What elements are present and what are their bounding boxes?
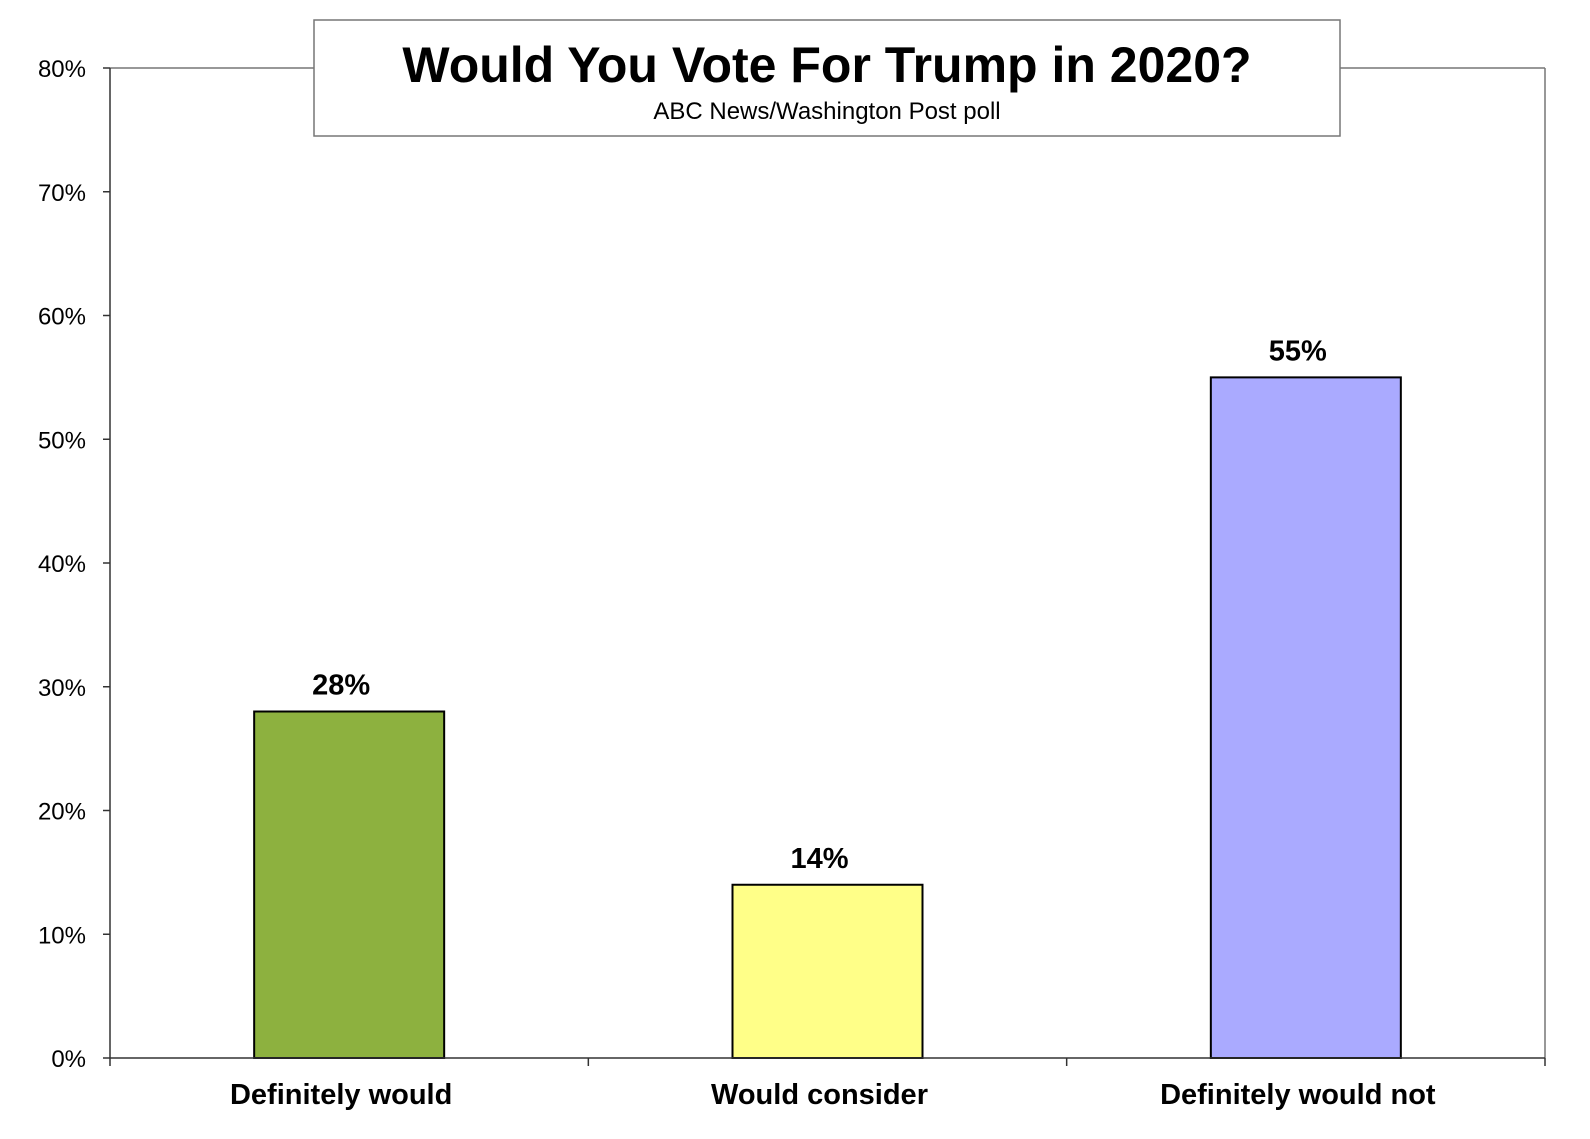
y-tick-label: 0% <box>51 1046 86 1073</box>
bar-would-consider <box>731 883 924 1059</box>
title-box-border <box>313 19 1341 137</box>
y-tick-label: 60% <box>38 304 86 331</box>
data-label: 55% <box>1269 335 1327 367</box>
data-label: 14% <box>790 843 848 875</box>
y-tick-label: 20% <box>38 799 86 826</box>
y-tick-label: 10% <box>38 922 86 949</box>
y-tick-label: 50% <box>38 427 86 454</box>
x-category-label: Definitely would not <box>1160 1079 1436 1111</box>
chart-title: Would You Vote For Trump in 2020? <box>402 37 1251 93</box>
y-tick-label: 30% <box>38 675 86 702</box>
bar-definitely-would-not <box>1209 376 1402 1059</box>
title-box: Would You Vote For Trump in 2020? ABC Ne… <box>313 19 1341 137</box>
x-category-label: Would consider <box>711 1079 928 1111</box>
y-tick-label: 40% <box>38 551 86 578</box>
x-category-label: Definitely would <box>230 1079 452 1111</box>
data-label: 28% <box>312 670 370 702</box>
y-tick-label: 80% <box>38 56 86 83</box>
bar-definitely-would <box>253 710 446 1059</box>
y-tick-label: 70% <box>38 180 86 207</box>
chart-subtitle: ABC News/Washington Post poll <box>653 98 1000 125</box>
